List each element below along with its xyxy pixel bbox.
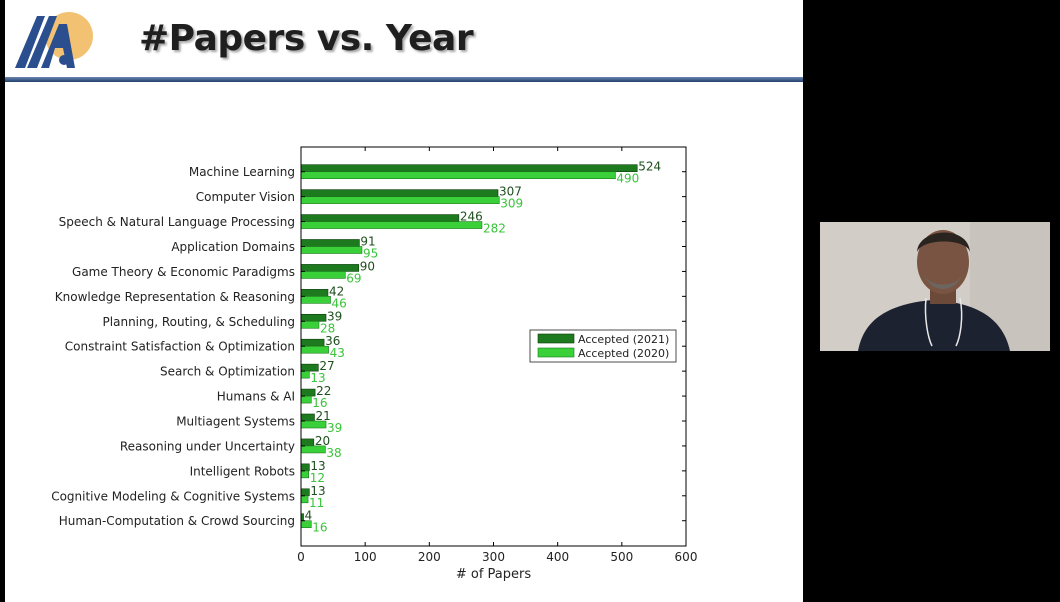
x-tick-label: 200	[418, 550, 441, 564]
category-label: Reasoning under Uncertainty	[120, 439, 295, 453]
data-label-2020: 46	[332, 296, 347, 310]
data-label-2021: 22	[316, 384, 331, 398]
data-label-2020: 38	[326, 446, 341, 460]
category-label: Multiagent Systems	[176, 415, 295, 429]
title-underline	[5, 77, 803, 82]
data-label-2021: 91	[360, 234, 375, 248]
data-label-2020: 28	[320, 321, 335, 335]
data-label-2020: 95	[363, 246, 378, 260]
data-label-2020: 43	[330, 346, 345, 360]
data-label-2021: 39	[327, 309, 342, 323]
bar-2020	[300, 271, 346, 279]
x-axis-ticks: 0 100 200 300 400 500 600	[297, 147, 697, 564]
data-label-2020: 13	[310, 371, 325, 385]
data-labels: 5244903073092462829195906942463928364327…	[305, 160, 662, 535]
data-label-2021: 21	[315, 409, 330, 423]
legend-swatch	[537, 347, 575, 358]
bar-2021	[300, 488, 310, 497]
data-label-2021: 27	[319, 359, 334, 373]
data-label-2020: 490	[616, 172, 639, 186]
legend-label: Accepted (2020)	[578, 347, 669, 360]
x-tick-label: 500	[610, 550, 633, 564]
x-axis-label: # of Papers	[456, 567, 532, 582]
bar-2021	[300, 388, 316, 397]
category-label: Application Domains	[171, 240, 295, 254]
category-label: Constraint Satisfaction & Optimization	[65, 340, 295, 354]
data-label-2021: 524	[638, 160, 661, 174]
bar-2021	[300, 264, 360, 272]
category-labels: Machine Learning Computer Vision Speech & …	[51, 165, 686, 528]
bar-2021	[300, 164, 638, 172]
data-label-2020: 309	[500, 197, 523, 211]
bar-2021	[300, 313, 327, 322]
data-label-2020: 282	[483, 222, 506, 236]
data-label-2021: 246	[460, 210, 483, 224]
bar-2021	[300, 413, 315, 422]
bar-2020	[300, 296, 331, 304]
presenter-webcam	[820, 222, 1050, 351]
papers-bar-chart: 0 100 200 300 400 500 600 Machine Learning Comp…	[51, 146, 697, 582]
presentation-slide: #Papers vs. Year 0 100 200 300 400 500 600 Mac…	[5, 0, 803, 602]
data-label-2021: 4	[305, 509, 313, 523]
bar-2021	[300, 214, 460, 222]
data-label-2021: 42	[329, 284, 344, 298]
chart-legend: Accepted (2021)Accepted (2020)	[529, 329, 677, 363]
bar-2021	[300, 189, 499, 197]
category-label: Search & Optimization	[160, 365, 295, 379]
bar-2021	[300, 463, 310, 472]
category-label: Machine Learning	[189, 165, 295, 179]
data-label-2021: 307	[499, 185, 522, 199]
bar-2021	[300, 438, 315, 447]
bars-layer	[300, 164, 638, 529]
data-label-2021: 20	[315, 434, 330, 448]
bar-2020	[300, 246, 363, 254]
category-label: Intelligent Robots	[190, 464, 295, 478]
x-tick-label: 600	[675, 550, 698, 564]
data-label-2020: 69	[346, 271, 361, 285]
aaai-logo-icon	[15, 12, 93, 68]
x-tick-label: 300	[482, 550, 505, 564]
category-label: Game Theory & Economic Paradigms	[72, 265, 295, 279]
category-label: Speech & Natural Language Processing	[59, 215, 295, 229]
bar-2020	[300, 470, 309, 479]
data-label-2021: 36	[325, 334, 340, 348]
legend-swatch	[537, 333, 575, 344]
bar-2021	[300, 338, 325, 347]
slide-title: #Papers vs. Year	[139, 18, 474, 59]
bar-2020	[300, 395, 312, 404]
bar-2020	[300, 495, 309, 504]
presenter-webcam-icon	[820, 222, 1050, 351]
data-label-2020: 39	[327, 421, 342, 435]
bar-2020	[300, 320, 320, 329]
x-tick-label: 400	[546, 550, 569, 564]
data-label-2021: 13	[310, 484, 325, 498]
x-tick-label: 0	[297, 550, 305, 564]
bar-2021	[300, 239, 360, 247]
category-label: Cognitive Modeling & Cognitive Systems	[51, 489, 295, 503]
bar-2020	[300, 171, 616, 179]
data-label-2021: 90	[360, 259, 375, 273]
data-label-2020: 12	[310, 471, 325, 485]
bar-2021	[300, 289, 329, 297]
legend-label: Accepted (2021)	[578, 333, 669, 346]
category-label: Knowledge Representation & Reasoning	[55, 290, 295, 304]
category-label: Planning, Routing, & Scheduling	[103, 315, 295, 329]
category-label: Human-Computation & Crowd Sourcing	[59, 514, 295, 528]
bar-2020	[300, 221, 483, 229]
bar-2020	[300, 196, 500, 204]
data-label-2020: 11	[309, 496, 324, 510]
bar-2021	[300, 363, 319, 372]
category-label: Humans & AI	[217, 390, 295, 404]
category-label: Computer Vision	[196, 190, 295, 204]
x-tick-label: 100	[354, 550, 377, 564]
bar-2020	[300, 370, 310, 379]
data-label-2021: 13	[310, 459, 325, 473]
data-label-2020: 16	[312, 521, 327, 535]
data-label-2020: 16	[312, 396, 327, 410]
